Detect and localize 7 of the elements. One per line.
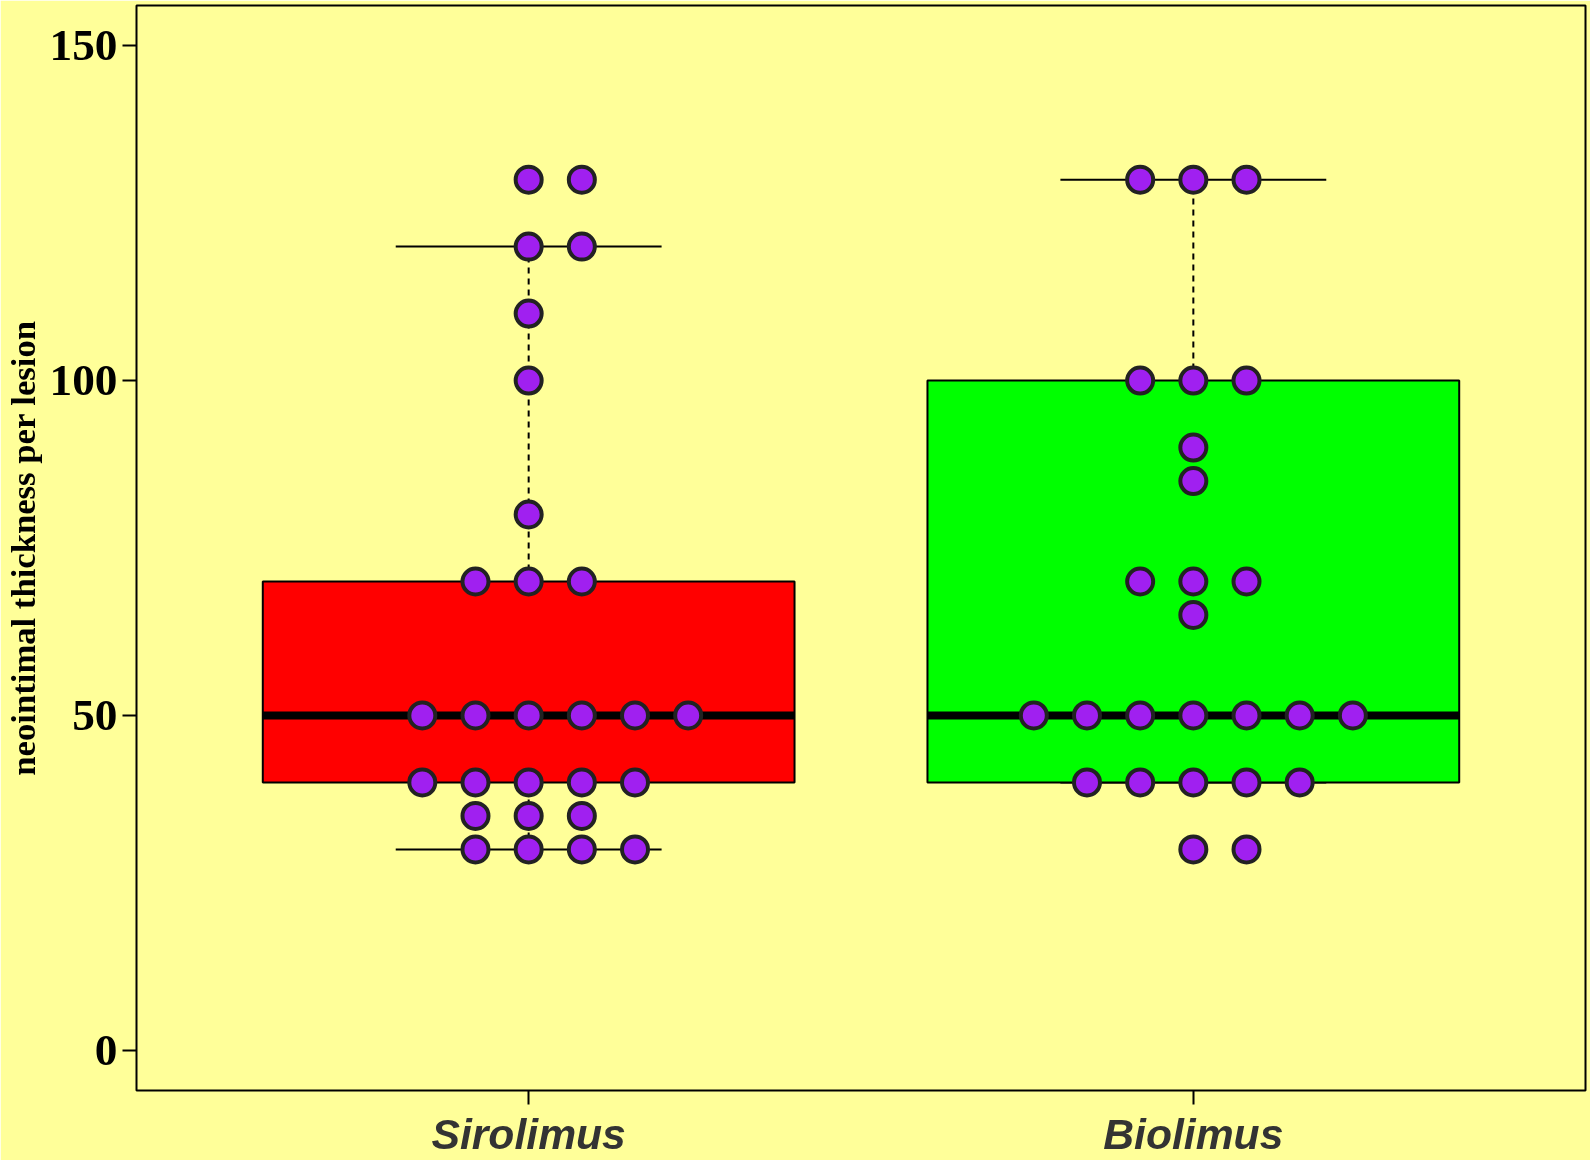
y-tick-label: 150 [49,20,118,71]
y-tick-label: 100 [49,355,118,406]
y-axis-title: neointimal thickness per lesion [3,320,42,776]
x-tick-label: Sirolimus [431,1109,626,1158]
x-tick-label: Biolimus [1103,1109,1284,1158]
y-tick-label: 50 [72,689,118,740]
y-tick-label: 0 [94,1024,118,1075]
